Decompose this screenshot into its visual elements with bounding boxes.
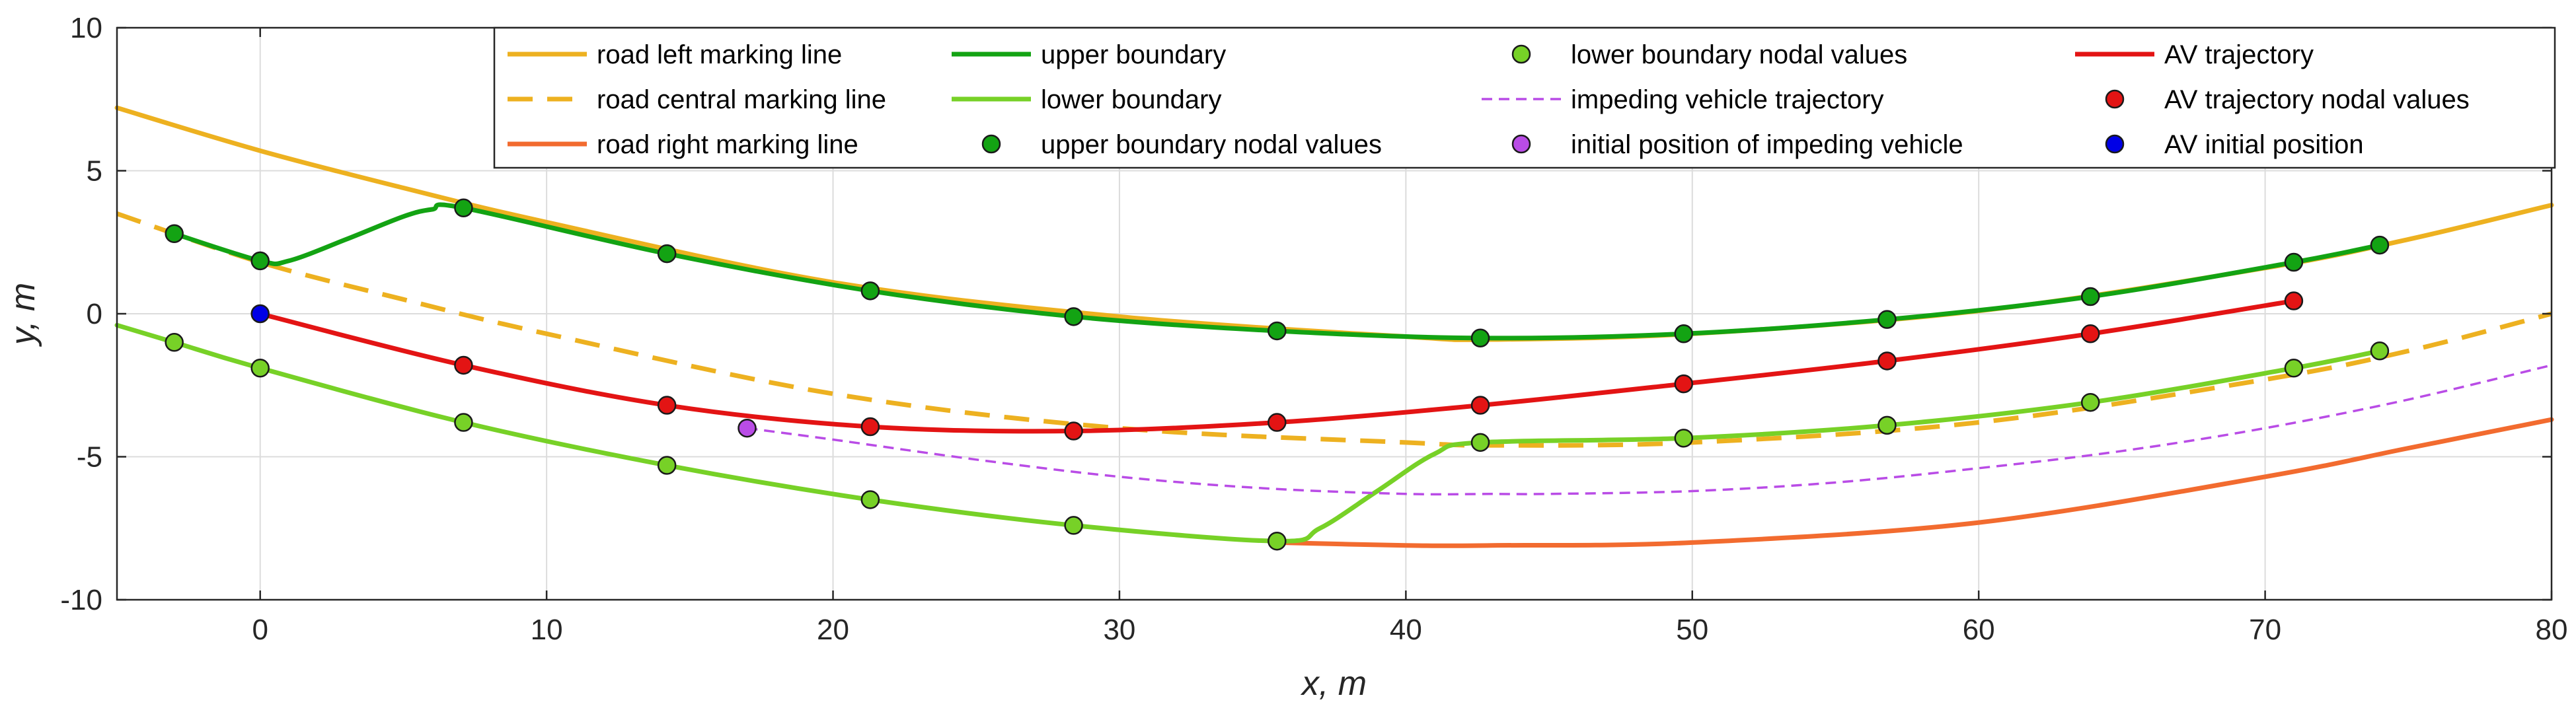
upper-boundary-node <box>1470 328 1490 348</box>
legend-road-central-label: road central marking line <box>597 85 886 114</box>
y-axis-label: y, m <box>4 283 42 347</box>
legend-impeding-init-label: initial position of impeding vehicle <box>1571 130 1963 159</box>
x-tick-label: 30 <box>1103 614 1135 646</box>
av-trajectory-node <box>2080 324 2100 343</box>
legend-lower-boundary-label: lower boundary <box>1041 85 1222 114</box>
x-tick-label: 70 <box>2249 614 2281 646</box>
y-tick-label: 5 <box>87 155 102 188</box>
lower-boundary-node <box>1064 516 1083 535</box>
x-tick-label: 10 <box>531 614 563 646</box>
x-tick-label: 60 <box>1963 614 1995 646</box>
upper-boundary-node <box>250 251 270 271</box>
legend-lower-nodes-label: lower boundary nodal values <box>1571 40 1907 69</box>
legend-av-nodes-label: AV trajectory nodal values <box>2164 85 2470 114</box>
legend-road-right-label: road right marking line <box>597 130 858 159</box>
lower-boundary-node <box>860 490 880 509</box>
y-tick-label: -10 <box>60 584 102 616</box>
legend: road left marking line road central marki… <box>493 26 2556 169</box>
markers <box>165 198 2390 551</box>
x-axis-label: x, m <box>1300 664 1367 703</box>
upper-boundary-node <box>1674 324 1694 343</box>
legend-impeding-traj-label: impeding vehicle trajectory <box>1571 85 1884 114</box>
av-trajectory-node <box>454 355 473 375</box>
av-trajectory-node <box>1268 413 1287 432</box>
legend-av-nodes-swatch <box>2105 89 2125 109</box>
lower-boundary-node <box>454 413 473 432</box>
lower-boundary-node <box>1470 433 1490 452</box>
av-trajectory-node <box>2284 291 2304 310</box>
av-trajectory-node <box>1064 421 1083 441</box>
av-trajectory-node <box>657 396 677 415</box>
upper-boundary-node <box>860 281 880 301</box>
impeding-vehicle-initial-position <box>738 418 757 438</box>
upper-boundary-node <box>1268 321 1287 341</box>
av-trajectory-node <box>860 417 880 437</box>
av-trajectory-node <box>1470 396 1490 415</box>
impeding-vehicle-trajectory-line <box>747 364 2552 496</box>
series-layer <box>114 105 2554 551</box>
x-tick-label: 20 <box>817 614 849 646</box>
lower-boundary-node <box>165 333 184 352</box>
av-trajectory-node <box>1674 374 1694 394</box>
lower-boundary-node <box>1877 415 1897 435</box>
lower-boundary-node <box>657 456 677 475</box>
upper-boundary-node <box>1877 310 1897 329</box>
legend-av-init-label: AV initial position <box>2164 130 2364 159</box>
legend-road-left-label: road left marking line <box>597 40 842 69</box>
upper-boundary-node <box>2284 252 2304 272</box>
x-tick-label: 50 <box>1676 614 1708 646</box>
upper-boundary-node <box>2080 287 2100 306</box>
upper-boundary-node <box>1064 307 1083 326</box>
upper-boundary-node <box>2370 235 2390 255</box>
x-tick-label: 80 <box>2536 614 2568 646</box>
lower-boundary-node <box>250 359 270 378</box>
av-initial-position <box>250 304 270 324</box>
lower-boundary-node <box>2080 392 2100 412</box>
upper-boundary-node <box>657 244 677 264</box>
road-central-marking-line <box>116 211 2552 448</box>
y-tick-label: 0 <box>87 298 102 330</box>
y-tick-label: 10 <box>70 12 102 44</box>
lower-boundary-node <box>2370 341 2390 361</box>
legend-impeding-init-swatch <box>1511 134 1531 154</box>
legend-upper-boundary-label: upper boundary <box>1041 40 1226 69</box>
x-tick-label: 0 <box>252 614 268 646</box>
legend-upper-nodes-label: upper boundary nodal values <box>1041 130 1382 159</box>
lower-boundary-node <box>2284 359 2304 378</box>
upper-boundary-node <box>165 224 184 244</box>
lower-boundary-node <box>1674 429 1694 448</box>
y-ticks: -10 -5 0 5 10 <box>60 12 2552 616</box>
road-right-marking-line <box>1274 417 2554 548</box>
legend-av-traj-label: AV trajectory <box>2164 40 2314 69</box>
av-trajectory-node <box>1877 351 1897 371</box>
legend-lower-nodes-swatch <box>1511 44 1531 64</box>
x-tick-label: 40 <box>1390 614 1422 646</box>
legend-av-init-swatch <box>2105 134 2125 154</box>
upper-boundary-node <box>454 198 473 218</box>
lower-boundary-node <box>1268 531 1287 551</box>
legend-upper-nodes-swatch <box>981 134 1001 154</box>
x-ticks: 0 10 20 30 40 50 60 70 80 <box>252 28 2567 646</box>
y-tick-label: -5 <box>77 441 102 474</box>
